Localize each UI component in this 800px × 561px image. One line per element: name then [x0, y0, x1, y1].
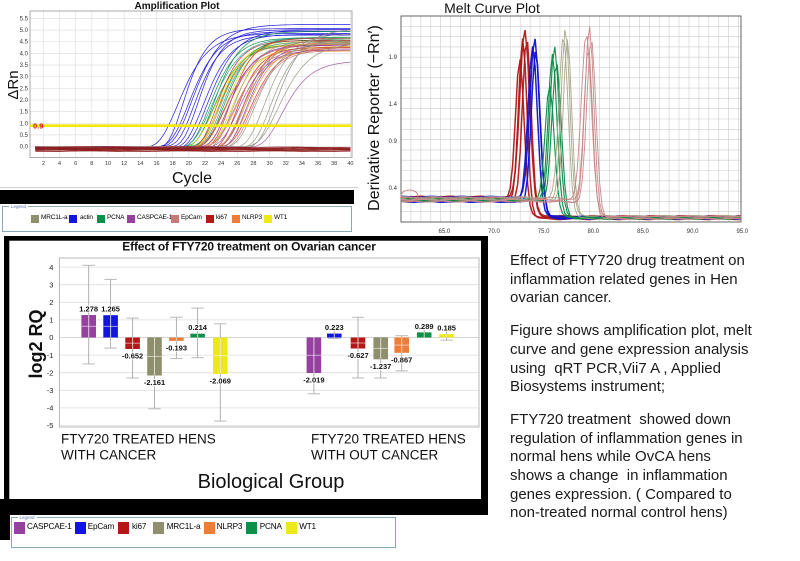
svg-text:Cycle: Cycle	[172, 170, 212, 187]
svg-text:Melt Curve Plot: Melt Curve Plot	[444, 0, 540, 16]
svg-text:26: 26	[234, 161, 240, 167]
svg-text:18: 18	[170, 161, 176, 167]
svg-text:-1: -1	[47, 351, 54, 360]
svg-text:1.4: 1.4	[389, 102, 398, 108]
svg-text:80.0: 80.0	[587, 229, 599, 235]
svg-text:1.278: 1.278	[79, 305, 98, 314]
svg-text:65.0: 65.0	[439, 229, 451, 235]
svg-text:FTY720 TREATED HENS: FTY720 TREATED HENS	[61, 432, 216, 447]
svg-text:30: 30	[267, 161, 273, 167]
svg-text:-3: -3	[47, 386, 54, 395]
svg-text:2.0: 2.0	[20, 98, 29, 104]
svg-text:70.0: 70.0	[488, 229, 500, 235]
svg-text:5.0: 5.0	[20, 28, 29, 34]
svg-text:-5: -5	[47, 421, 54, 430]
svg-text:12: 12	[121, 161, 127, 167]
svg-text:6: 6	[74, 161, 77, 167]
svg-text:-4: -4	[47, 404, 54, 413]
svg-text:WITH OUT CANCER: WITH OUT CANCER	[311, 448, 438, 463]
svg-text:ΔRn: ΔRn	[5, 70, 22, 99]
svg-text:95.0: 95.0	[736, 229, 748, 235]
svg-text:75.0: 75.0	[538, 229, 550, 235]
svg-text:4.5: 4.5	[20, 40, 29, 46]
svg-text:Amplification Plot: Amplification Plot	[135, 1, 221, 12]
svg-text:14: 14	[137, 161, 143, 167]
svg-text:0.9: 0.9	[389, 139, 398, 145]
svg-text:40: 40	[347, 161, 353, 167]
svg-text:8: 8	[90, 161, 93, 167]
svg-text:FTY720 TREATED HENS: FTY720 TREATED HENS	[311, 432, 466, 447]
svg-text:-2.161: -2.161	[144, 378, 165, 387]
svg-text:3.0: 3.0	[20, 75, 29, 81]
svg-text:Effect of FTY720 treatment on: Effect of FTY720 treatment on Ovarian ca…	[122, 240, 376, 254]
svg-text:log2 RQ: log2 RQ	[26, 309, 46, 378]
svg-text:4: 4	[49, 263, 53, 272]
svg-text:Derivative Reporter (−Rn′): Derivative Reporter (−Rn′)	[366, 25, 383, 211]
svg-text:Biological Group: Biological Group	[198, 471, 345, 493]
svg-text:1.5: 1.5	[20, 110, 29, 116]
svg-text:28: 28	[250, 161, 256, 167]
svg-text:-0.193: -0.193	[166, 343, 187, 352]
svg-text:2: 2	[49, 298, 53, 307]
svg-text:1.0: 1.0	[20, 121, 29, 127]
svg-text:38: 38	[331, 161, 337, 167]
svg-text:85.0: 85.0	[637, 229, 649, 235]
svg-text:-2.069: -2.069	[210, 376, 231, 385]
svg-text:0.223: 0.223	[325, 323, 344, 332]
svg-text:3: 3	[49, 280, 53, 289]
svg-text:1.9: 1.9	[389, 55, 398, 61]
svg-text:5.5: 5.5	[20, 16, 29, 22]
svg-text:24: 24	[218, 161, 224, 167]
svg-text:10: 10	[105, 161, 111, 167]
svg-text:1.265: 1.265	[101, 305, 120, 314]
svg-text:0: 0	[49, 333, 53, 342]
svg-text:3.5: 3.5	[20, 63, 29, 69]
svg-text:WITH CANCER: WITH CANCER	[61, 448, 156, 463]
svg-text:20: 20	[186, 161, 192, 167]
svg-text:4.0: 4.0	[20, 51, 29, 57]
svg-text:0.0: 0.0	[20, 145, 29, 151]
svg-text:36: 36	[315, 161, 321, 167]
svg-text:2: 2	[42, 161, 45, 167]
svg-text:-2: -2	[47, 368, 54, 377]
svg-text:0.185: 0.185	[437, 324, 456, 333]
svg-text:22: 22	[202, 161, 208, 167]
svg-text:16: 16	[153, 161, 159, 167]
svg-text:-2.019: -2.019	[303, 376, 324, 385]
svg-text:0.289: 0.289	[415, 322, 434, 331]
svg-text:1: 1	[49, 316, 53, 325]
svg-text:-0.867: -0.867	[391, 355, 412, 364]
svg-text:90.0: 90.0	[687, 229, 699, 235]
svg-text:32: 32	[283, 161, 289, 167]
svg-text:-1.237: -1.237	[370, 362, 391, 371]
svg-text:34: 34	[299, 161, 305, 167]
svg-text:-0.627: -0.627	[347, 351, 368, 360]
svg-text:0.214: 0.214	[188, 323, 208, 332]
svg-text:4: 4	[58, 161, 61, 167]
svg-text:-0.652: -0.652	[122, 352, 143, 361]
svg-text:0.9: 0.9	[33, 122, 43, 131]
svg-text:0.4: 0.4	[389, 186, 398, 192]
svg-text:0.5: 0.5	[20, 133, 29, 139]
svg-text:2.5: 2.5	[20, 86, 29, 92]
